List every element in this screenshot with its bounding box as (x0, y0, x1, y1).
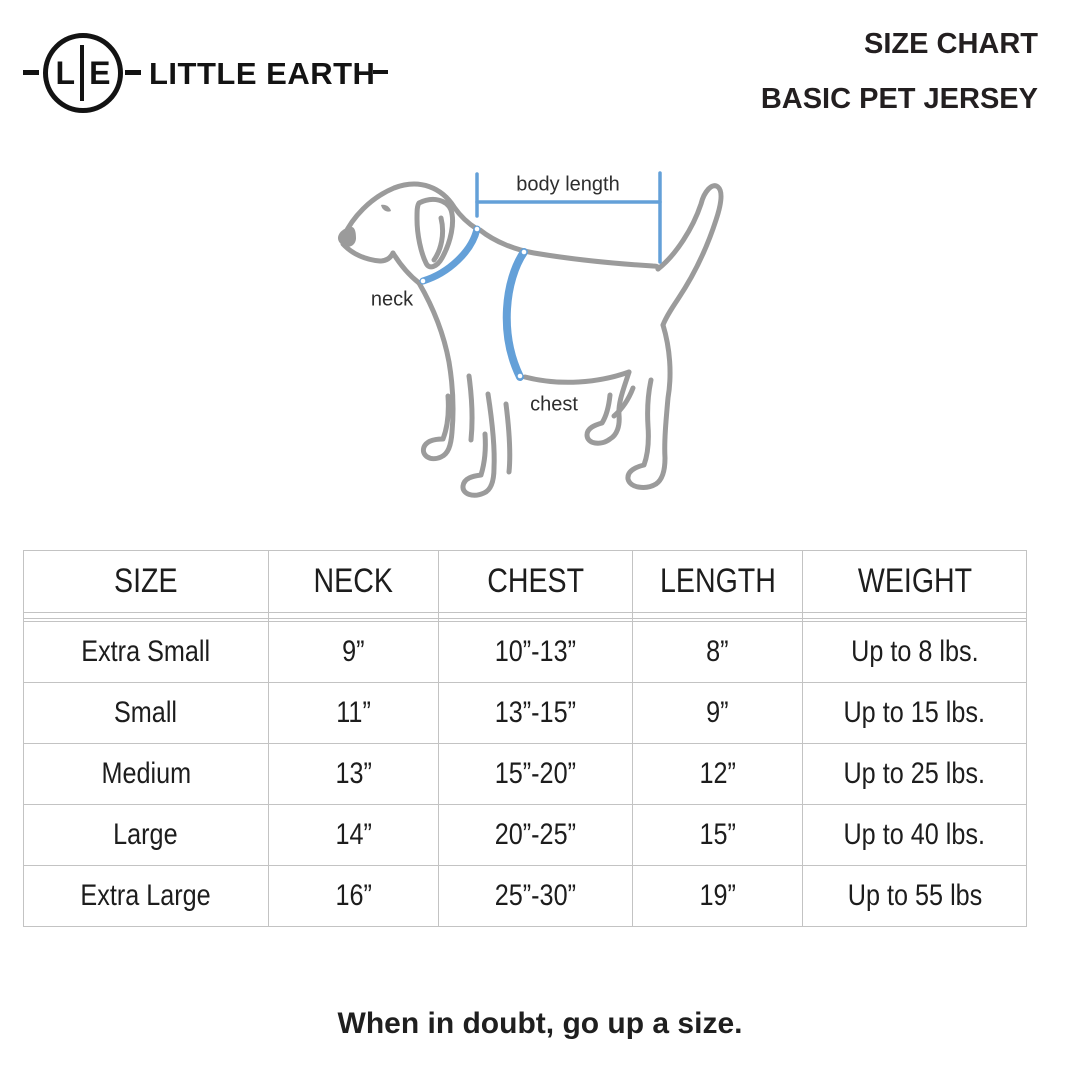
cell-weight: Up to 40 lbs. (802, 804, 1027, 866)
neck-label: neck (370, 288, 414, 311)
cell-neck: 9” (267, 621, 440, 683)
dog-illustration (337, 171, 724, 498)
brand-logo: L E LITTLE EARTH (0, 0, 420, 130)
logo-divider-bar (80, 45, 85, 101)
col-header-length: LENGTH (631, 550, 804, 613)
cell-chest: 20”-25” (438, 804, 633, 866)
table-row: Large 14” 20”-25” 15” Up to 40 lbs. (23, 804, 1027, 866)
sizing-advice-note: When in doubt, go up a size. (337, 1007, 743, 1040)
cell-size: Large (23, 804, 269, 866)
cell-chest: 10”-13” (438, 621, 633, 683)
logo-right-tick (125, 70, 141, 75)
cell-neck: 16” (267, 865, 440, 927)
logo-letter-e: E (89, 54, 111, 91)
cell-chest: 15”-20” (438, 743, 633, 805)
cell-chest: 13”-15” (438, 682, 633, 744)
cell-length: 8” (631, 621, 804, 683)
cell-weight: Up to 8 lbs. (802, 621, 1027, 683)
cell-length: 9” (631, 682, 804, 744)
cell-size: Medium (23, 743, 269, 805)
cell-weight: Up to 25 lbs. (802, 743, 1027, 805)
table-row: Medium 13” 15”-20” 12” Up to 25 lbs. (23, 743, 1027, 805)
cell-neck: 11” (267, 682, 440, 744)
page-title: SIZE CHART BASIC PET JERSEY (761, 30, 1038, 114)
title-size-chart: SIZE CHART (864, 28, 1038, 60)
table-row: Extra Large 16” 25”-30” 19” Up to 55 lbs (23, 865, 1027, 927)
cell-weight: Up to 15 lbs. (802, 682, 1027, 744)
cell-weight: Up to 55 lbs (802, 865, 1027, 927)
col-header-weight: WEIGHT (802, 550, 1027, 613)
logo-circle-icon: L E (43, 33, 123, 113)
title-product-name: BASIC PET JERSEY (760, 83, 1038, 115)
cell-length: 19” (631, 865, 804, 927)
col-header-chest: CHEST (438, 550, 633, 613)
cell-neck: 14” (267, 804, 440, 866)
col-header-size: SIZE (23, 550, 269, 613)
cell-length: 12” (631, 743, 804, 805)
cell-size: Small (23, 682, 269, 744)
cell-length: 15” (631, 804, 804, 866)
cell-size: Extra Large (23, 865, 269, 927)
table-row: Small 11” 13”-15” 9” Up to 15 lbs. (23, 682, 1027, 744)
measurement-diagram: body length neck chest (330, 158, 750, 520)
size-chart-table: SIZE NECK CHEST LENGTH WEIGHT Extra Smal… (23, 550, 1027, 927)
chest-label: chest (530, 393, 578, 416)
table-row: Extra Small 9” 10”-13” 8” Up to 8 lbs. (23, 621, 1027, 683)
chest-band (502, 248, 528, 381)
cell-neck: 13” (267, 743, 440, 805)
body-length-label: body length (516, 173, 620, 196)
table-header-row: SIZE NECK CHEST LENGTH WEIGHT (23, 550, 1027, 613)
neck-band (419, 225, 481, 285)
cell-size: Extra Small (23, 621, 269, 683)
brand-name: LITTLE EARTH (149, 56, 388, 92)
logo-letter-l: L (55, 54, 76, 91)
col-header-neck: NECK (267, 550, 440, 613)
logo-left-tick (23, 70, 39, 75)
cell-chest: 25”-30” (438, 865, 633, 927)
